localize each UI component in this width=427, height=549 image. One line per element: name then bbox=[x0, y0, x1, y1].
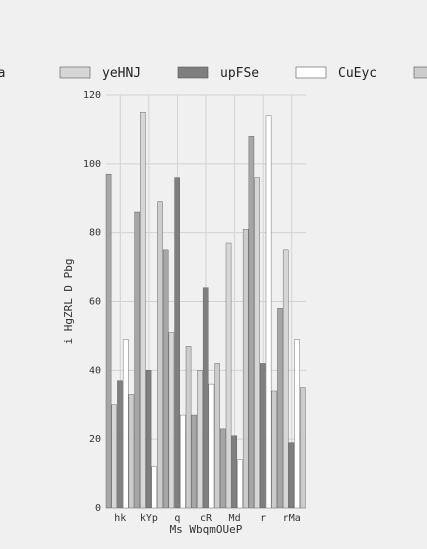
bar-series-1-q bbox=[168, 332, 175, 509]
bar-series-2-Md bbox=[231, 435, 238, 509]
y-tick-label: 20 bbox=[89, 434, 101, 445]
legend-swatch bbox=[59, 66, 91, 79]
bar-series-4-q bbox=[185, 346, 192, 509]
legend-label: upFSe bbox=[220, 66, 259, 81]
x-axis-ticks: hk kYp q cR Md r rMa bbox=[114, 513, 300, 524]
y-tick-label: 40 bbox=[89, 365, 101, 376]
bars bbox=[105, 112, 306, 509]
bar-series-1-r bbox=[254, 177, 260, 509]
bar-series-1-kYp bbox=[140, 112, 146, 509]
bar-series-0-Md bbox=[220, 428, 226, 509]
legend-swatch bbox=[413, 66, 427, 79]
bar-series-3-q bbox=[180, 414, 186, 509]
y-tick-label: 60 bbox=[89, 297, 101, 308]
bar-series-0-hk bbox=[105, 173, 112, 509]
y-axis-label: i HgZRL D Pbg bbox=[62, 258, 75, 344]
x-tick-label: Md bbox=[229, 513, 241, 524]
bar-series-3-cR bbox=[208, 383, 215, 509]
bar-series-4-rMa bbox=[300, 387, 306, 509]
bar-series-1-rMa bbox=[282, 249, 289, 509]
bar-series-4-r bbox=[271, 390, 278, 509]
x-tick-label: cR bbox=[200, 513, 213, 524]
bar-series-2-q bbox=[174, 177, 180, 509]
bar-series-4-Md bbox=[242, 229, 249, 509]
bar-series-3-hk bbox=[122, 339, 129, 509]
bar-series-2-kYp bbox=[145, 370, 152, 509]
bar-series-2-hk bbox=[117, 380, 123, 509]
y-tick-label: 0 bbox=[95, 503, 101, 514]
legend-label: yeHNJ bbox=[102, 66, 141, 81]
bar-series-1-Md bbox=[225, 242, 232, 509]
x-tick-label: rMa bbox=[283, 513, 301, 524]
bar-series-3-Md bbox=[237, 459, 243, 509]
legend-label: CuEyc bbox=[338, 66, 377, 81]
bar-series-0-rMa bbox=[277, 308, 283, 509]
bar-series-2-r bbox=[260, 363, 266, 509]
y-tick-label: 100 bbox=[83, 159, 101, 170]
y-tick-label: 80 bbox=[89, 228, 101, 239]
bar-series-1-cR bbox=[197, 370, 203, 509]
bar-series-4-hk bbox=[128, 394, 135, 509]
bar-series-2-rMa bbox=[288, 442, 295, 509]
y-tick-label: 120 bbox=[83, 90, 101, 101]
x-tick-label: q bbox=[174, 513, 180, 524]
y-axis-ticks: 0 20 40 60 80 100 120 bbox=[83, 90, 101, 514]
bar-series-3-r bbox=[265, 115, 272, 509]
bar-series-0-kYp bbox=[134, 211, 140, 509]
bar-series-0-cR bbox=[191, 414, 198, 509]
bar-series-4-kYp bbox=[157, 201, 163, 509]
x-tick-label: hk bbox=[114, 513, 126, 524]
bar-series-4-cR bbox=[214, 363, 220, 509]
legend-swatch bbox=[177, 66, 209, 79]
bar-series-0-r bbox=[248, 136, 255, 509]
bar-series-3-rMa bbox=[294, 339, 300, 509]
x-axis-label: Ms WbqmOUeP bbox=[170, 523, 243, 536]
x-tick-label: kYp bbox=[140, 513, 158, 524]
bar-series-2-cR bbox=[202, 287, 209, 509]
bar-series-0-q bbox=[162, 249, 169, 509]
bar-series-1-hk bbox=[111, 404, 118, 509]
bar-series-3-kYp bbox=[151, 466, 158, 509]
legend-label: Fta bbox=[0, 66, 5, 81]
legend: Fta yeHNJ upFSe CuEyc bbox=[0, 66, 427, 81]
x-tick-label: r bbox=[260, 513, 266, 524]
legend-swatch bbox=[295, 66, 327, 79]
